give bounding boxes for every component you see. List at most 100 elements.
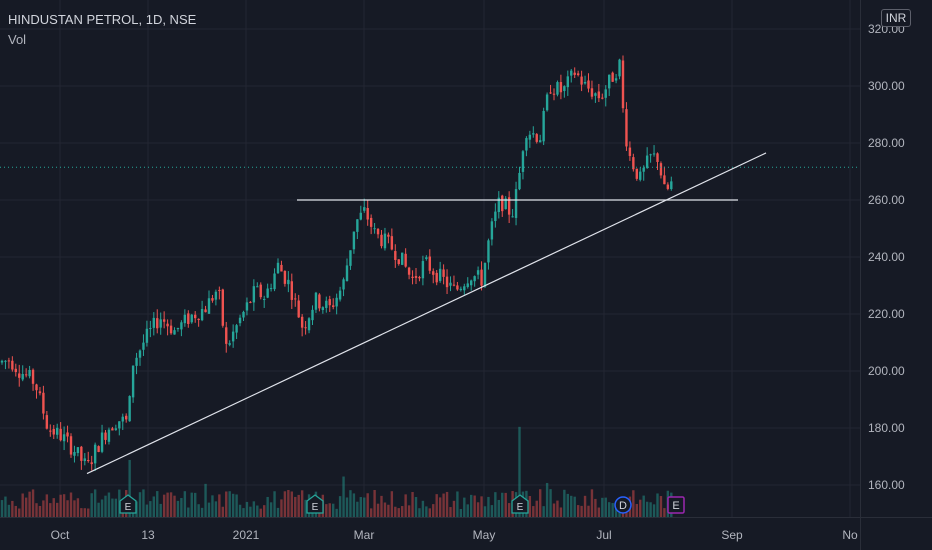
candle-body	[566, 76, 569, 88]
volume-bar	[373, 489, 376, 517]
chart-legend: HINDUSTAN PETROL, 1D, NSE Vol	[8, 10, 196, 50]
candle-body	[52, 428, 55, 435]
candle-body	[128, 396, 131, 422]
candle-body	[231, 331, 235, 342]
symbol-title[interactable]: HINDUSTAN PETROL, 1D, NSE	[8, 12, 197, 27]
candle-body	[263, 298, 266, 300]
volume-bar	[280, 499, 283, 517]
candle-body	[169, 325, 173, 334]
volume-bar	[24, 497, 28, 517]
volume-bar	[473, 495, 476, 517]
time-axis[interactable]: Oct 13 2021 Mar May Jul Sep No	[0, 517, 932, 543]
volume-bar	[535, 500, 538, 517]
earnings-marker[interactable]: E	[119, 494, 137, 514]
ascending-trend-line[interactable]	[86, 152, 767, 475]
price-tick-label: 300.00	[868, 79, 905, 93]
volume-bar	[269, 502, 273, 517]
upcoming-earnings-marker[interactable]: E	[667, 496, 685, 514]
upcoming-earnings-marker-box	[667, 496, 685, 514]
candle-body	[80, 446, 83, 461]
volume-bar	[287, 489, 290, 517]
currency-badge[interactable]: INR	[881, 9, 911, 27]
candle-body	[24, 374, 28, 376]
candle-body	[611, 72, 614, 82]
candle-body	[480, 269, 483, 286]
volume-bar	[221, 506, 224, 517]
candle-body	[438, 268, 442, 281]
volume-bar	[190, 492, 193, 517]
candle-body	[452, 284, 456, 286]
candle-body	[252, 286, 256, 303]
candle-body	[90, 462, 93, 465]
candle-body	[225, 327, 228, 344]
volume-label[interactable]: Vol	[8, 32, 27, 47]
candle-body	[0, 360, 4, 363]
volume-bar	[166, 492, 169, 517]
candle-body	[207, 298, 211, 314]
candle-body	[349, 250, 352, 266]
candle-body	[311, 309, 314, 321]
volume-bar	[56, 502, 59, 517]
candle-body	[656, 153, 659, 162]
volume-bar	[156, 491, 159, 517]
volume-bar	[590, 489, 594, 517]
volume-bar	[418, 508, 421, 517]
candle-body	[156, 318, 159, 329]
volume-bar	[459, 508, 463, 517]
price-axis[interactable]: 160.00 180.00 200.00 220.00 240.00 260.00 280.…	[860, 0, 906, 550]
volume-bar	[242, 508, 245, 517]
candle-body	[342, 279, 345, 290]
earnings-marker[interactable]: E	[306, 494, 324, 514]
candle-body	[287, 279, 290, 285]
candle-body	[501, 195, 504, 212]
candle-body	[587, 80, 590, 89]
volume-bar	[632, 490, 635, 517]
candle-body	[411, 276, 414, 278]
volume-bar	[90, 493, 93, 517]
volume-bar	[552, 503, 556, 517]
candle-body	[504, 198, 507, 210]
volume-bar	[425, 506, 428, 517]
candle-body	[576, 73, 580, 76]
candlesticks	[0, 55, 673, 471]
candle-body	[487, 240, 490, 263]
candle-body	[93, 444, 97, 464]
candle-body	[383, 233, 387, 249]
volume-bar	[442, 493, 445, 517]
candle-body	[87, 460, 90, 462]
volume-bar	[380, 495, 383, 517]
candle-body	[552, 93, 556, 95]
candle-body	[532, 133, 535, 135]
volume-bar	[194, 492, 197, 517]
candle-body	[249, 301, 252, 303]
volume-bar	[235, 494, 238, 517]
candle-body	[390, 236, 394, 250]
candle-body	[466, 283, 469, 287]
volume-bar	[49, 503, 52, 517]
volume-bar	[349, 490, 352, 517]
dividend-marker[interactable]: D	[614, 496, 632, 514]
volume-bar	[83, 508, 86, 517]
candle-body	[18, 373, 21, 378]
time-tick-label: Mar	[354, 528, 375, 542]
earnings-marker-label: E	[517, 502, 524, 513]
candle-body	[618, 59, 621, 77]
candle-body	[583, 81, 587, 84]
volume-bar	[276, 507, 280, 517]
candle-body	[373, 228, 376, 230]
volume-bar	[200, 507, 204, 517]
time-tick-label: Oct	[51, 528, 70, 542]
volume-bar	[411, 492, 414, 517]
earnings-marker[interactable]: E	[511, 494, 529, 514]
candle-body	[273, 273, 276, 290]
volume-bar	[183, 491, 187, 517]
candle-body	[307, 318, 311, 331]
volume-bar	[294, 496, 297, 517]
volume-bar	[414, 497, 418, 517]
candle-body	[259, 284, 262, 298]
candle-body	[473, 276, 476, 282]
volume-bar	[576, 505, 580, 517]
candle-body	[159, 319, 162, 328]
candle-body	[421, 261, 425, 279]
